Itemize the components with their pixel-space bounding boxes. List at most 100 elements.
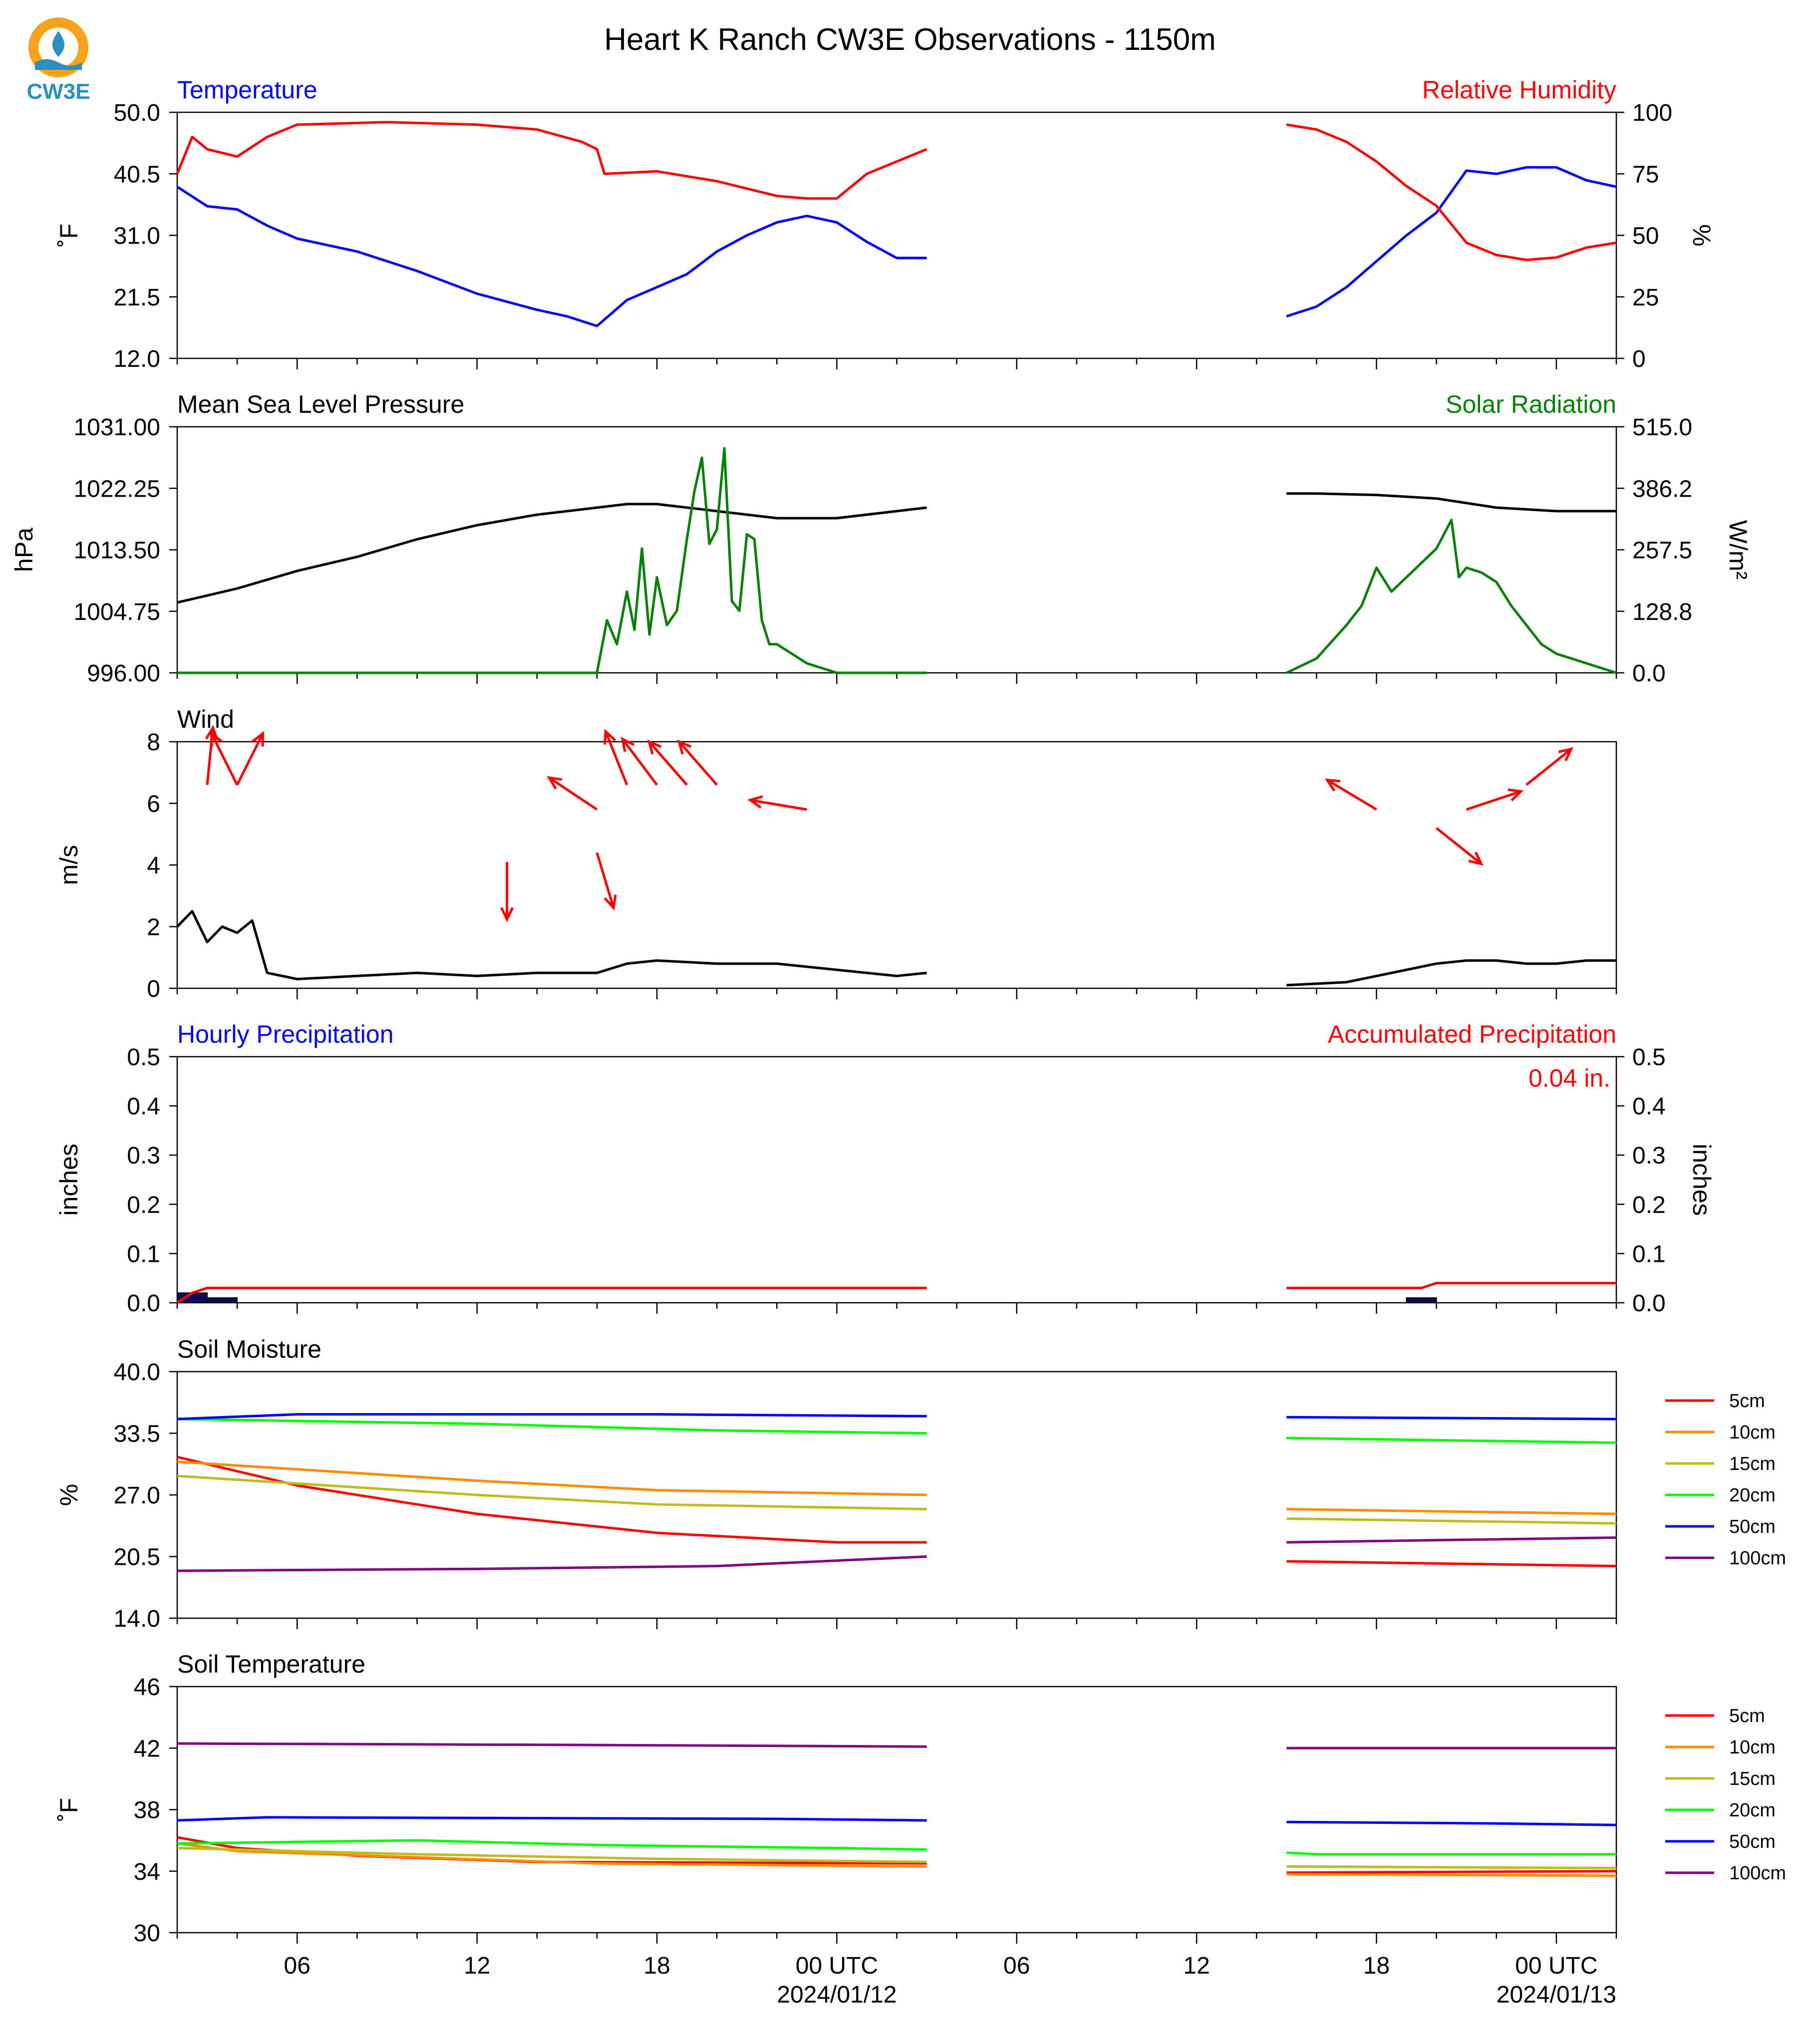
series-line-3 (177, 1847, 1617, 1870)
panel-title-right: Solar Radiation (1446, 390, 1616, 418)
y-axis-label: m/s (55, 845, 83, 885)
wind-arrow (596, 852, 617, 910)
x-tick-sublabel: 2024/01/12 (777, 1982, 897, 2008)
wind-arrow (1324, 778, 1377, 811)
y-tick-label: 0.4 (127, 1094, 160, 1120)
chart-panels: 12.021.531.040.550.00255075100Temperatur… (10, 76, 1786, 2008)
y-right-tick-label: 0.5 (1632, 1044, 1666, 1071)
wind-arrow (236, 731, 265, 786)
y-tick-label: 31.0 (114, 223, 160, 250)
y-tick-label: 30 (134, 1920, 160, 1947)
plot-frame (176, 741, 1617, 989)
cw3e-logo-text: CW3E (26, 79, 90, 104)
y-right-tick-label: 0.1 (1632, 1241, 1666, 1267)
legend-label: 100cm (1729, 1548, 1786, 1569)
y-tick-label: 0.2 (127, 1192, 160, 1218)
legend: 5cm 10cm 15cm 20cm 50cm 100cm (1665, 1706, 1786, 1884)
precip-bar (1406, 1297, 1437, 1303)
x-tick-label: 00 UTC (1515, 1953, 1597, 1979)
y-tick-label: 38 (134, 1797, 160, 1824)
legend-label: 15cm (1729, 1768, 1776, 1789)
x-tick-label: 12 (464, 1953, 490, 1979)
y-right-axis-label: W/m² (1724, 520, 1752, 579)
y-tick-label: 4 (147, 853, 160, 879)
y-right-axis-label: inches (1688, 1144, 1716, 1216)
y-tick-label: 40.5 (114, 161, 160, 188)
panel-title-left: Hourly Precipitation (177, 1020, 394, 1048)
y-tick-label: 1013.50 (73, 538, 160, 564)
y-tick-label: 996.00 (87, 660, 160, 687)
y-right-axis-label: % (1688, 224, 1716, 246)
plot-frame (176, 1056, 1617, 1304)
panel-title-left: Wind (177, 705, 234, 733)
y-right-tick-label: 25 (1632, 285, 1659, 311)
legend-label: 20cm (1729, 1800, 1776, 1821)
series-line-1 (177, 492, 1616, 604)
series-line-4 (177, 1839, 1616, 1856)
series-line-5 (177, 1413, 1617, 1421)
y-tick-label: 8 (147, 729, 160, 756)
panel-title-right: Relative Humidity (1422, 76, 1616, 104)
series-line-5 (177, 1816, 1617, 1826)
y-right-tick-label: 0.3 (1632, 1143, 1666, 1169)
series-line-2 (177, 1460, 1617, 1515)
panel-3: 0 2 4 6 8 Wind m/s (55, 705, 1617, 1002)
x-tick-label: 18 (643, 1953, 670, 1979)
y-tick-label: 42 (134, 1736, 160, 1762)
panel-title-left: Soil Moisture (177, 1335, 321, 1363)
y-tick-label: 0 (147, 976, 160, 1002)
series-line-2 (176, 121, 1617, 262)
legend-label: 100cm (1729, 1863, 1786, 1884)
x-tick-label: 18 (1363, 1953, 1390, 1979)
wind-arrow (1466, 788, 1524, 811)
y-tick-label: 50.0 (114, 100, 160, 126)
series-line-1 (177, 1455, 1617, 1567)
wind-arrow (1525, 747, 1574, 786)
y-right-tick-label: 50 (1632, 223, 1659, 250)
y-axis-label: ˚F (55, 224, 83, 247)
panel-title-left: Mean Sea Level Pressure (177, 390, 464, 418)
precip-bar (207, 1297, 238, 1303)
y-axis-label: % (55, 1484, 83, 1506)
wind-arrow (677, 739, 718, 786)
series-line-6 (177, 1536, 1617, 1572)
wind-arrow (603, 729, 628, 786)
wind-arrow (210, 731, 239, 786)
y-tick-label: 0.3 (127, 1143, 160, 1169)
wind-arrow (747, 795, 807, 811)
legend-label: 50cm (1729, 1516, 1776, 1537)
y-right-tick-label: 0.0 (1632, 660, 1666, 687)
y-right-tick-label: 0.4 (1632, 1094, 1666, 1120)
y-tick-label: 12.0 (114, 346, 160, 372)
series-line-1 (176, 166, 1617, 327)
wind-arrow (620, 736, 658, 786)
legend-label: 5cm (1729, 1706, 1765, 1727)
cw3e-logo: CW3E (26, 17, 90, 104)
legend-label: 10cm (1729, 1737, 1776, 1758)
series-line-1 (176, 1282, 1616, 1304)
y-right-tick-label: 0 (1632, 346, 1646, 372)
y-tick-label: 20.5 (114, 1544, 160, 1571)
y-tick-label: 14.0 (114, 1606, 160, 1632)
x-tick-sublabel: 2024/01/13 (1497, 1982, 1616, 2008)
x-tick-label: 12 (1183, 1953, 1210, 1979)
y-right-tick-label: 75 (1632, 161, 1659, 188)
y-tick-label: 33.5 (114, 1421, 160, 1448)
y-axis-label: hPa (10, 528, 38, 572)
series-line-6 (177, 1742, 1616, 1749)
y-tick-label: 2 (147, 914, 160, 941)
y-tick-label: 27.0 (114, 1482, 160, 1509)
panel-title-left: Soil Temperature (177, 1650, 365, 1678)
y-tick-label: 1022.25 (73, 476, 160, 502)
accumulated-total-annotation: 0.04 in. (1528, 1064, 1610, 1092)
plot-frame (176, 111, 1617, 359)
x-tick-label: 06 (284, 1953, 310, 1979)
panel-1: 12.0 21.5 31.0 40.5 50.0 0 25 50 75 100 Temperatur… (55, 76, 1716, 372)
y-tick-label: 40.0 (114, 1359, 160, 1386)
legend-label: 10cm (1729, 1422, 1776, 1443)
legend-label: 20cm (1729, 1485, 1776, 1506)
panel-4: 0.0 0.1 0.2 0.3 0.4 0.5 0.0 0.1 0.2 0.3 0.4 0.5 Hour… (55, 1020, 1716, 1317)
wind-arrow (547, 776, 598, 811)
y-tick-label: 1031.00 (73, 414, 160, 441)
panel-6: 30 34 38 42 46 06 12 18 00 UTC 2024/01/12 06 12 18 00… (55, 1650, 1786, 2008)
